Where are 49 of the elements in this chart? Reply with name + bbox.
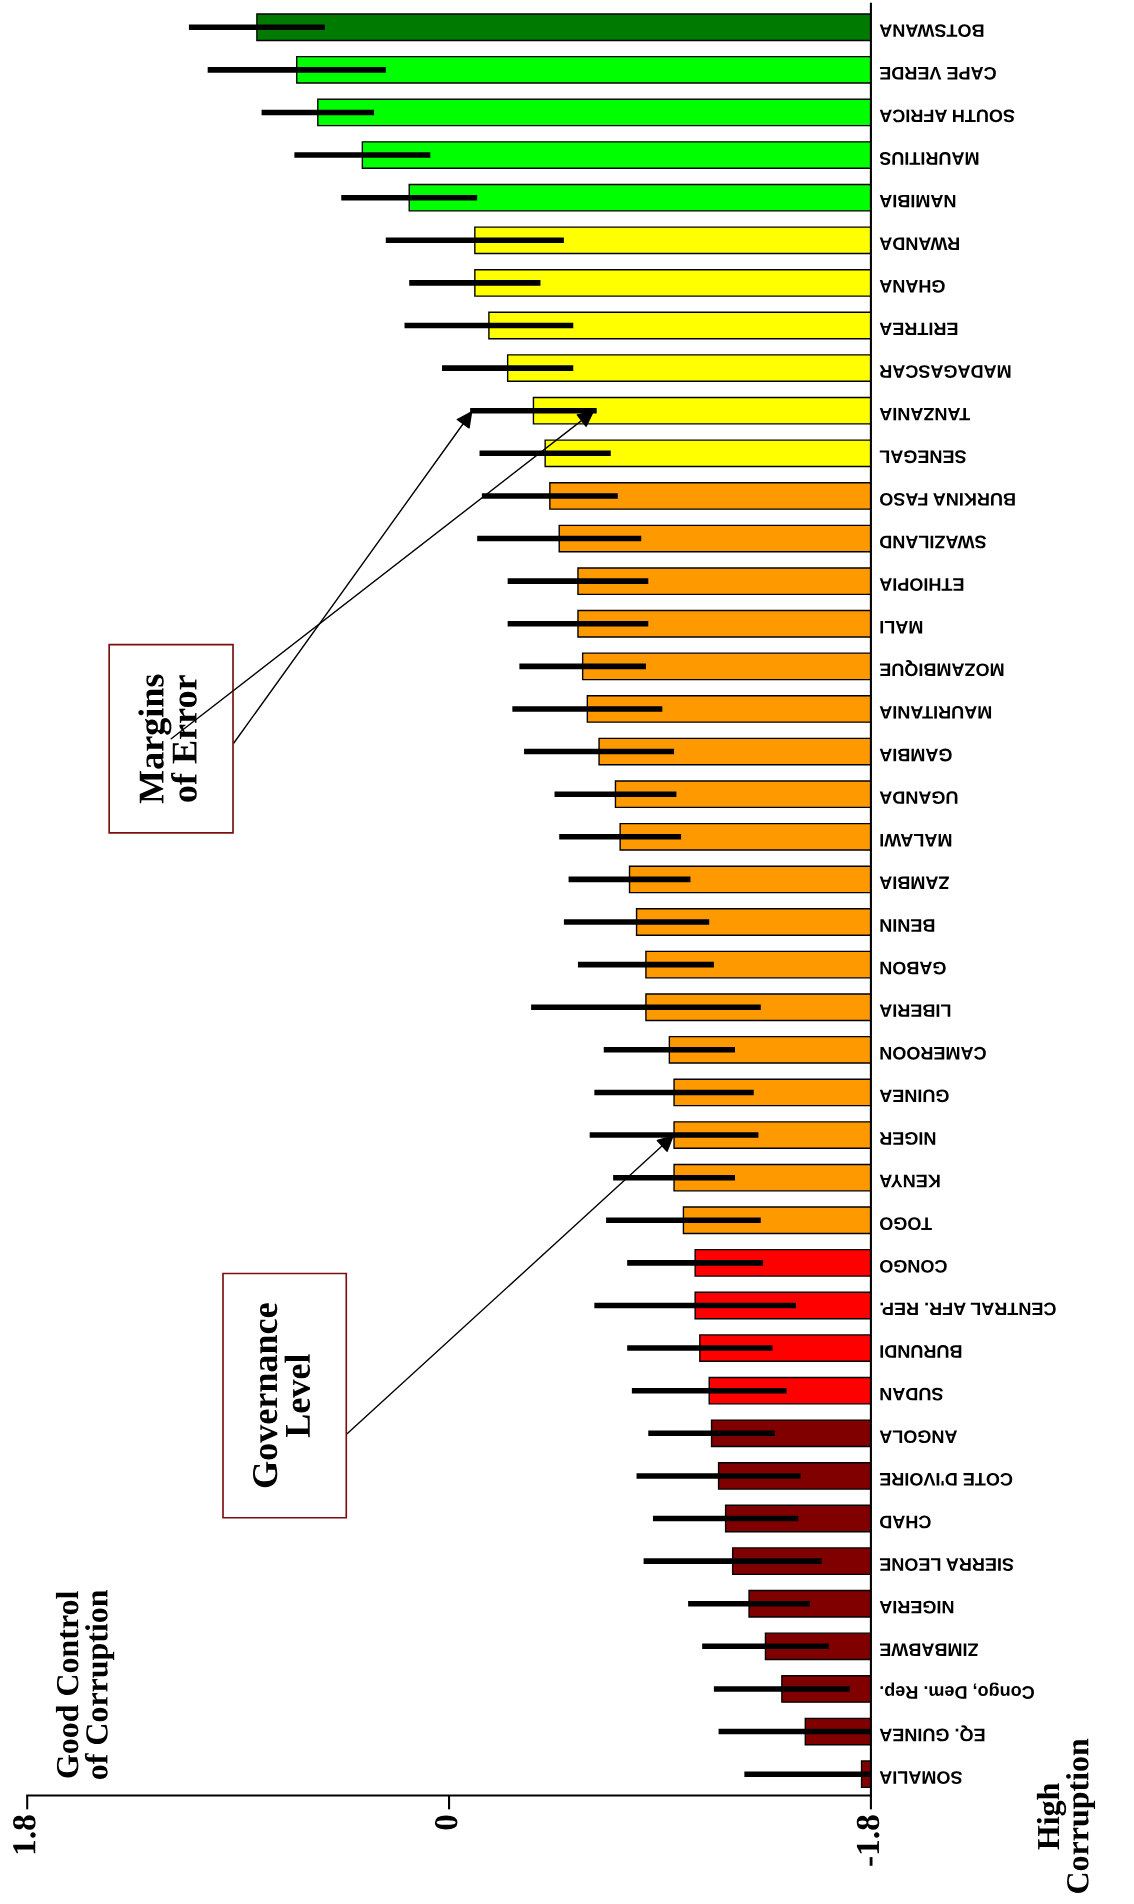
y-tick-label: BURKINA FASO [880,492,1015,506]
y-tick-label: NAMIBIA [879,194,956,208]
y-tick-label: ETHIOPIA [879,578,964,591]
y-tick-label: NIGER [879,1132,936,1145]
y-tick-label: GABON [880,961,946,975]
y-tick-label: RWANDA [879,237,959,250]
y-tick-label: CAMEROON [880,1046,986,1060]
annotation: Margins of Error [138,674,197,804]
y-tick-label: TANZANIA [879,407,970,421]
y-tick-label: CAPE VERDE [879,66,996,80]
y-tick-label: BURUNDI [880,1345,962,1358]
y-tick-label: MALI [880,620,923,634]
y-tick-label: MADAGASCAR [879,365,1011,378]
x-tick-label: -1.8 [856,1815,880,1866]
y-tick-label: SUDAN [880,1387,943,1401]
annotation: Governance Level [253,1303,311,1488]
y-tick-label: CHAD [880,1515,931,1529]
y-tick-label: MALAWI [880,834,952,847]
y-tick-label: BENIN [880,919,935,932]
y-tick-label: MAURITIUS [879,152,979,165]
y-tick-label: GHANA [879,279,945,293]
y-tick-label: CENTRAL AFR. REP. [880,1302,1056,1316]
y-tick-label: MOZAMBIQUE [879,660,1004,677]
y-tick-label: LIBERIA [879,1004,951,1017]
y-tick-label: ANGOLA [879,1430,958,1444]
y-tick-label: Congo, Dem. Rep. [880,1682,1034,1699]
annotation: Good Control of Corruption [55,1589,115,1780]
y-tick-label: SENEGAL [879,450,967,464]
x-tick-label: 0 [434,1815,458,1830]
y-tick-label: KENYA [879,1174,940,1188]
y-tick-label: MAURITANIA [879,706,992,719]
y-tick-label: ERITREA [879,322,958,336]
y-tick-label: GAMBIA [879,748,952,762]
y-tick-label: NIGERIA [879,1600,954,1614]
y-tick-label: CONGO [880,1259,947,1273]
y-tick-label: ZAMBIA [879,876,949,890]
y-tick-label: SWAZILAND [880,535,987,549]
y-tick-label: GUINEA [879,1089,949,1103]
y-tick-label: SOMALIA [879,1771,962,1784]
y-tick-label: SOUTH AFRICA [879,109,1015,123]
x-tick-label: 1.8 [13,1815,36,1854]
text: High Corruption [1036,1738,1096,1893]
y-tick-label: BOTSWANA [879,24,984,38]
y-tick-label: EQ. GUINEA [879,1725,985,1742]
y-tick-label: COTE D'IVOIRE [879,1472,1013,1486]
y-tick-label: SIERRA LEONE [879,1558,1014,1571]
y-tick-label: UGANDA [879,791,958,804]
y-tick-label: ZIMBABWE [879,1643,978,1656]
y-tick-label: TOGO [880,1217,932,1231]
